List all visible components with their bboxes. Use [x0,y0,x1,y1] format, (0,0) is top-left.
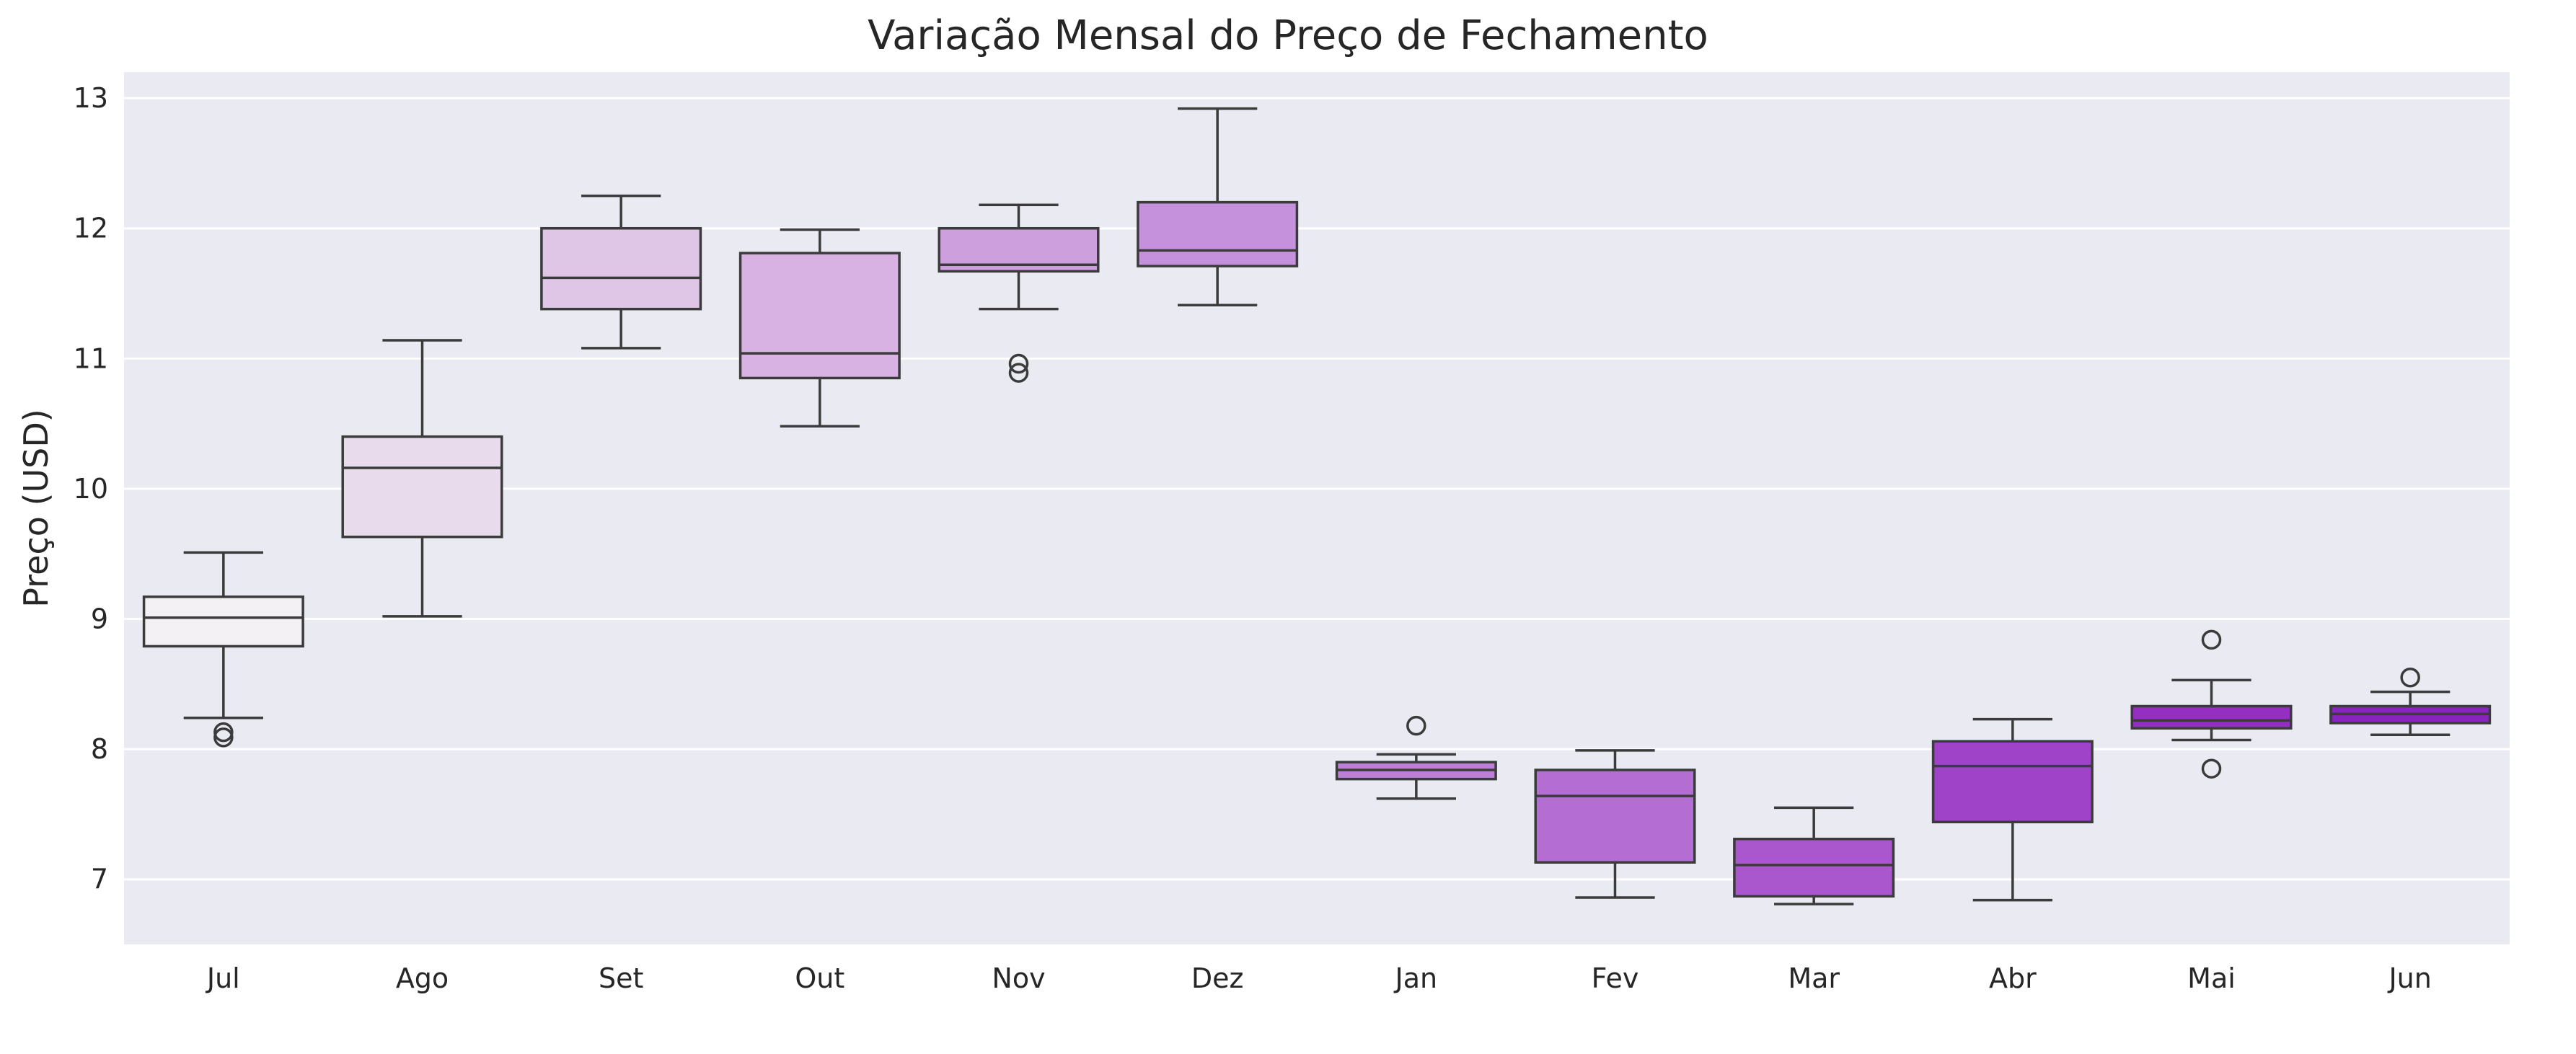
y-tick-label: 11 [74,342,108,374]
x-axis-ticks: Jul Ago Set Out Nov Dez Jan Fev Mar Abr Mai Jun [206,962,2432,994]
y-tick-label: 8 [91,733,108,765]
y-axis-ticks: 7 8 9 10 11 12 13 [74,82,108,895]
outlier-point [1008,353,1029,374]
x-tick-label: Jan [1394,962,1438,994]
box-body [341,435,503,539]
box-body [1931,740,2094,823]
outlier-point [2400,668,2420,688]
x-tick-label: Jul [206,962,240,994]
box-Ago [341,339,503,618]
x-tick-label: Mai [2187,962,2236,994]
y-tick-label: 13 [74,82,108,114]
box-body [1137,200,1299,267]
box-Jul [142,551,304,748]
box-body [1733,837,1895,898]
x-tick-label: Dez [1191,962,1244,994]
box-Out [738,228,901,428]
outlier-point [1406,715,1426,736]
chart-title: Variação Mensal do Preço de Fechamento [868,12,1708,59]
x-tick-label: Set [599,962,643,994]
gridlines [124,97,2510,881]
x-tick-label: Jun [2387,962,2431,994]
box-body [2130,704,2293,730]
x-tick-label: Abr [1989,962,2037,994]
box-Jan [1335,715,1497,800]
outlier-point [1008,363,1029,383]
box-Set [540,194,702,350]
box-Jun [2329,668,2492,736]
y-tick-label: 12 [74,213,108,244]
x-tick-label: Out [795,962,844,994]
outlier-point [2201,758,2222,779]
outlier-point [213,727,234,748]
box-Fev [1534,749,1696,899]
boxes [142,107,2492,905]
y-axis-label: Preço (USD) [17,409,56,607]
box-Dez [1137,107,1299,307]
x-tick-label: Fev [1592,962,1639,994]
box-body [540,226,702,311]
y-tick-label: 10 [74,473,108,505]
y-tick-label: 7 [91,864,108,895]
box-Mar [1733,806,1895,905]
x-tick-label: Ago [396,962,449,994]
plot-area [124,72,2510,944]
box-body [142,595,304,648]
box-Mai [2130,629,2293,779]
box-body [738,252,901,380]
y-tick-label: 9 [91,603,108,635]
x-tick-label: Mar [1788,962,1840,994]
outlier-point [2201,629,2222,650]
box-Nov [938,203,1100,383]
outlier-point [213,722,234,743]
box-body [1534,769,1696,864]
box-Abr [1931,717,2094,902]
x-tick-label: Nov [992,962,1045,994]
